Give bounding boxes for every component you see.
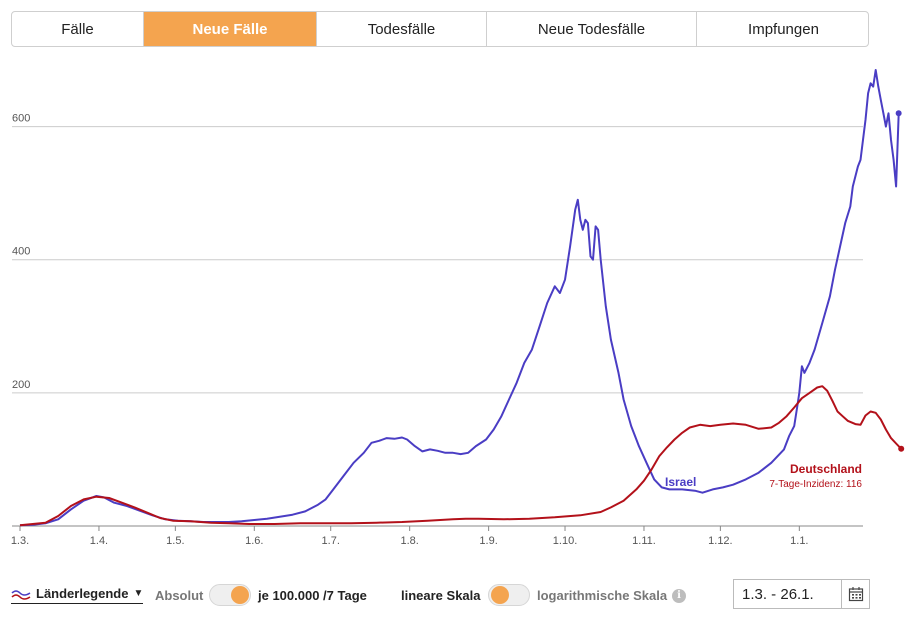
y-tick-label: 600 — [12, 113, 30, 125]
absolute-label: Absolut — [155, 588, 204, 603]
series-line-deutschland — [19, 385, 902, 527]
log-scale-label: logarithmische Skala — [537, 588, 668, 603]
scale-toggle[interactable] — [488, 584, 530, 606]
x-tick-label: 1.6. — [245, 535, 263, 547]
info-icon[interactable]: i — [672, 589, 686, 603]
x-tick-label: 1.1. — [790, 535, 808, 547]
calendar-icon[interactable] — [841, 580, 869, 608]
toggle-knob — [491, 586, 509, 604]
x-tick-label: 1.11. — [632, 535, 656, 547]
tab-neue-todesfälle[interactable]: Neue Todesfälle — [487, 12, 697, 46]
tab-impfungen[interactable]: Impfungen — [748, 20, 819, 38]
chart-controls: Länderlegende ▼ Absolut je 100.000 /7 Ta… — [0, 578, 917, 612]
x-tick-label: 1.4. — [90, 535, 108, 547]
x-tick-label: 1.9. — [479, 535, 497, 547]
absolute-per100k-toggle[interactable] — [209, 584, 251, 606]
israel-label: Israel — [665, 475, 696, 489]
x-tick-label: 1.7. — [322, 535, 340, 547]
x-tick-label: 1.10. — [553, 535, 577, 547]
x-tick-label: 1.12. — [708, 535, 732, 547]
date-range-value[interactable]: 1.3. - 26.1. — [742, 585, 814, 603]
calendar-icon-glyph — [848, 587, 863, 602]
toggle-knob — [231, 586, 249, 604]
per-100k-label: je 100.000 /7 Tage — [258, 588, 367, 603]
tab-todesfälle[interactable]: Todesfälle — [317, 12, 487, 46]
metric-tabs: Fälle Neue Fälle Todesfälle Neue Todesfälle… — [11, 11, 869, 47]
caret-down-icon: ▼ — [133, 588, 144, 599]
x-tick-label: 1.5. — [166, 535, 184, 547]
line-chart: 200 400 600 1.3. 1.4. 1.5. 1.6. 1.7. 1.8. 1.9. 1.1… — [11, 69, 905, 547]
linear-scale-label: lineare Skala — [401, 588, 481, 603]
series-end-dot-israel — [895, 110, 902, 117]
legend-lines-icon — [11, 589, 31, 600]
tab-fälle[interactable]: Fälle — [12, 12, 144, 46]
deutschland-incidence-label: 7-Tage-Inzidenz: 116 — [769, 479, 862, 490]
series-end-dot-deutschland — [898, 445, 905, 452]
country-legend-label: Länderlegende — [36, 586, 129, 601]
date-range-picker[interactable]: 1.3. - 26.1. — [733, 579, 870, 609]
y-tick-label: 400 — [12, 246, 30, 258]
y-tick-label: 200 — [12, 379, 30, 391]
deutschland-label: Deutschland — [790, 462, 862, 476]
series-line-israel — [19, 69, 900, 527]
tab-neue-fälle[interactable]: Neue Fälle — [144, 12, 317, 46]
country-legend-button[interactable]: Länderlegende ▼ — [11, 586, 144, 604]
x-tick-label: 1.3. — [11, 535, 29, 547]
x-tick-label: 1.8. — [400, 535, 418, 547]
